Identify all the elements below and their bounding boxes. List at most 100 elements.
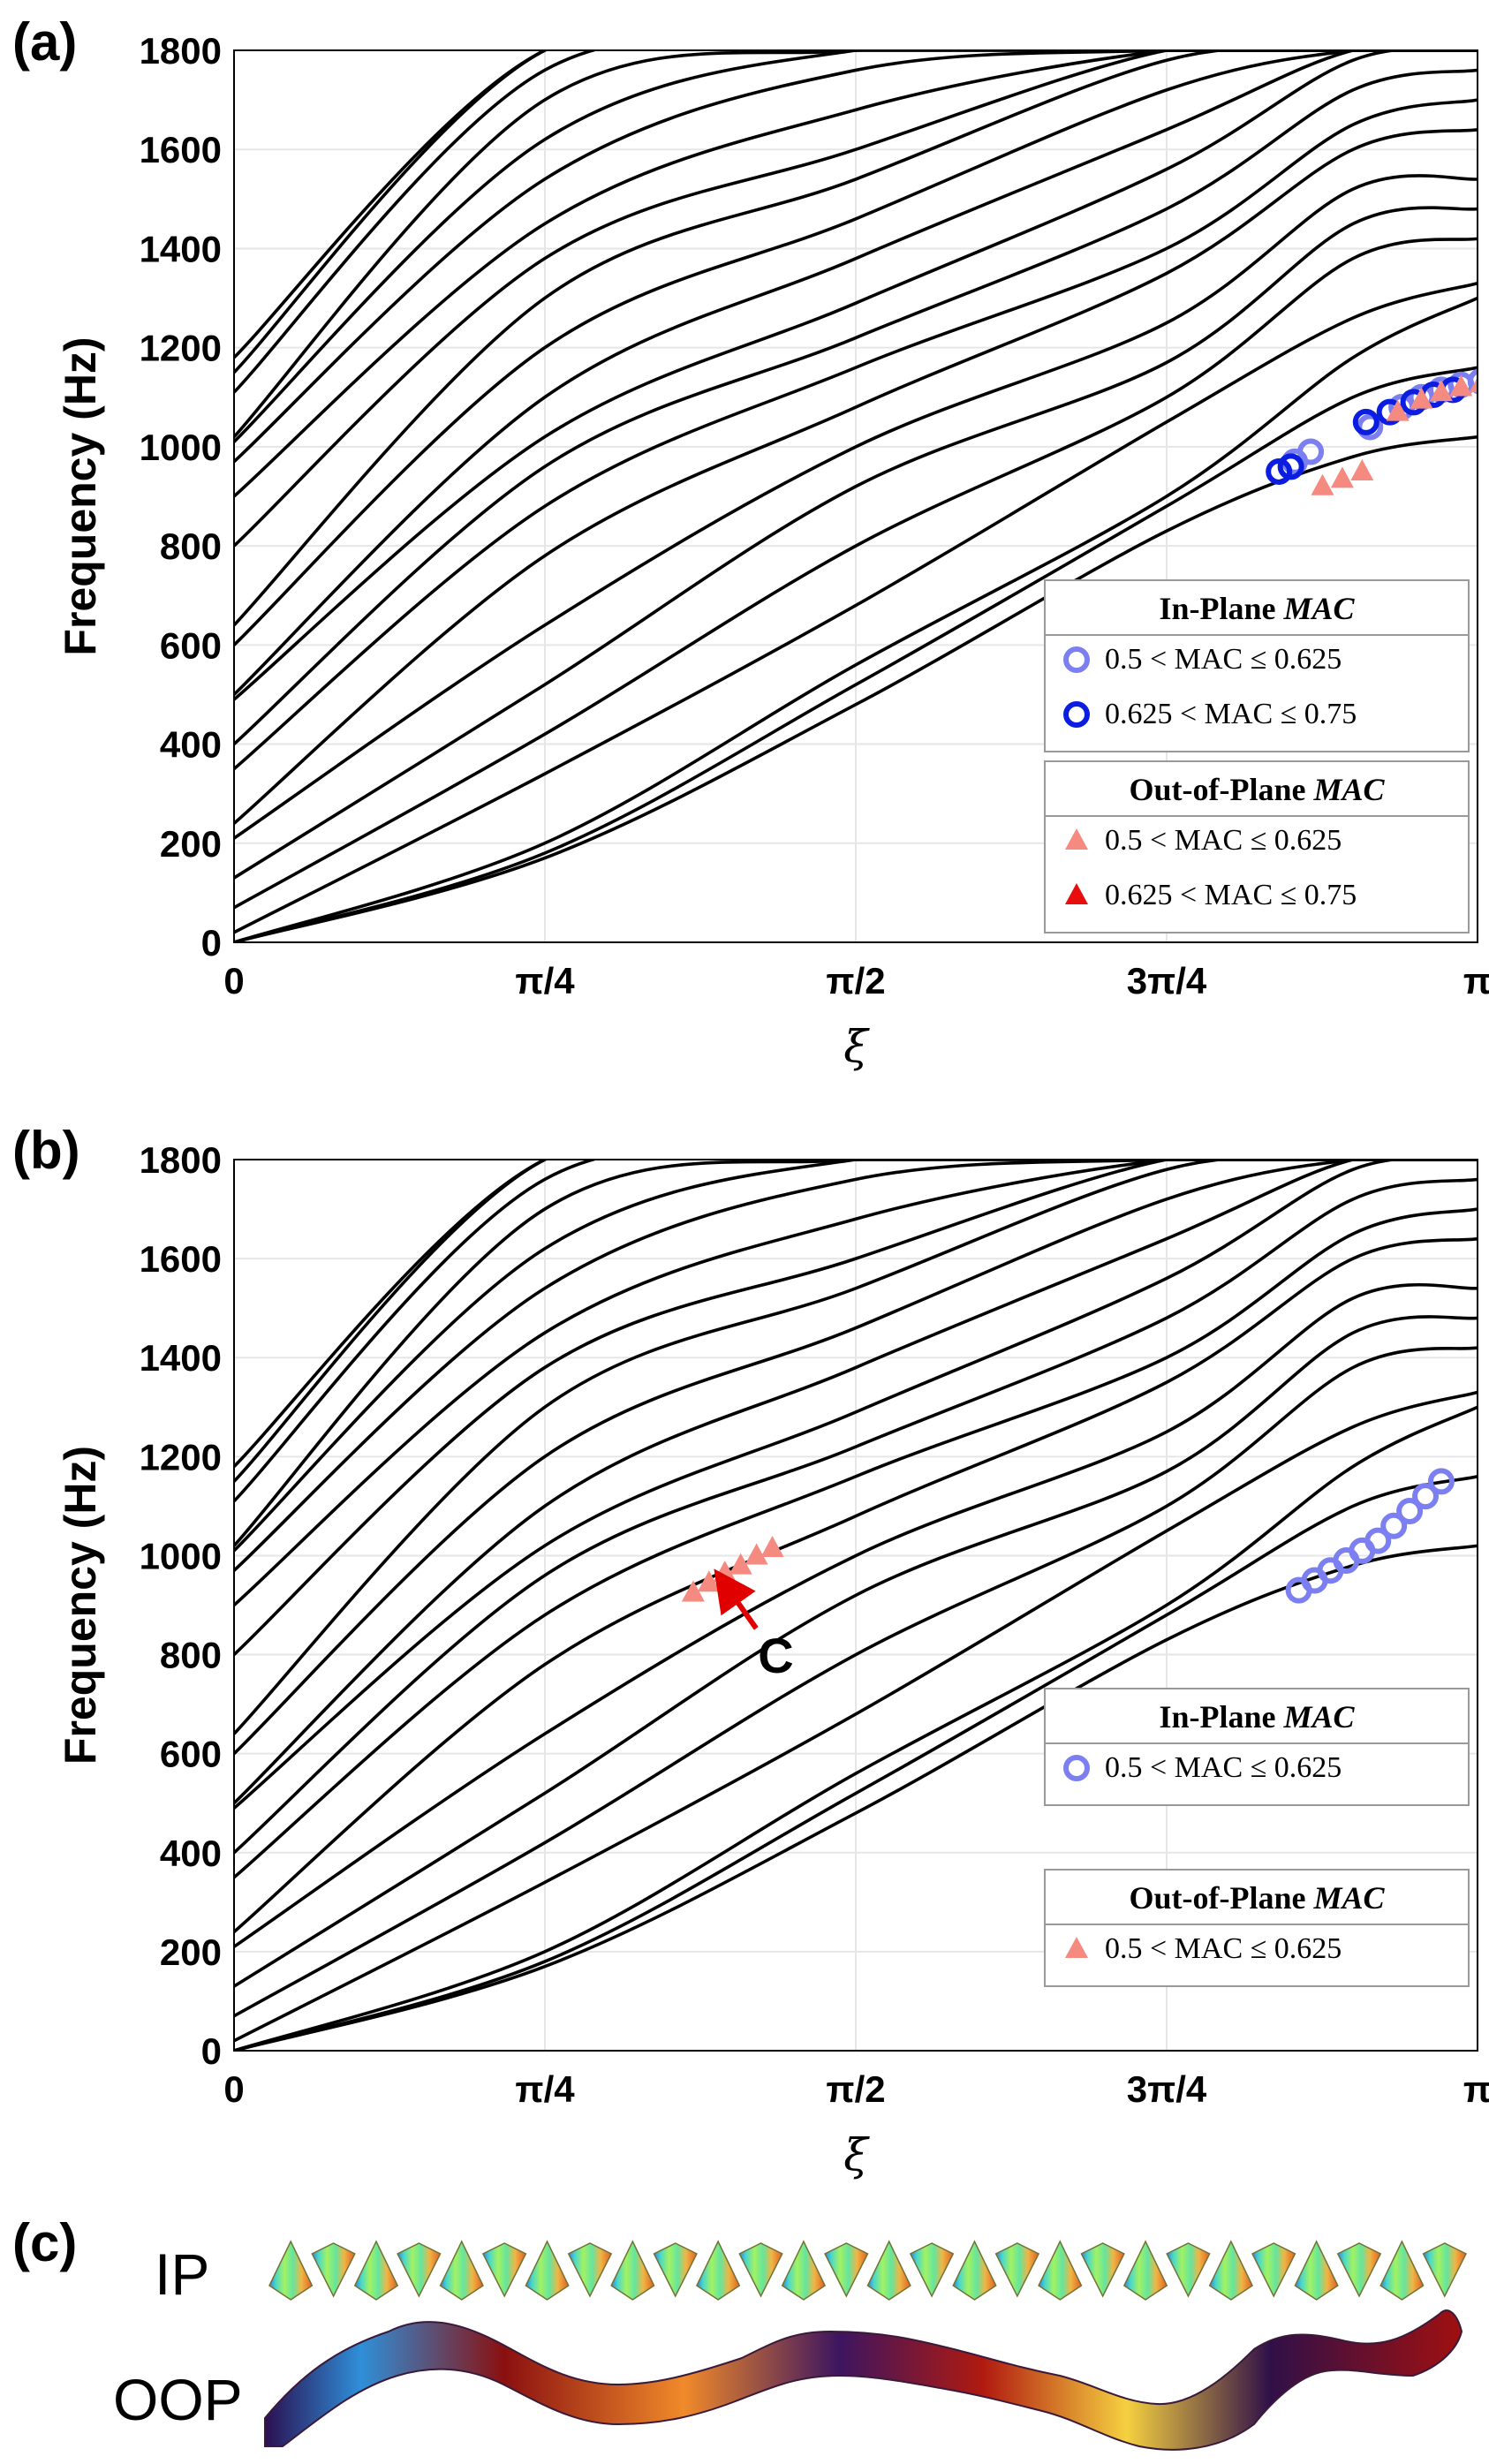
y-tick-label: 0 [201, 2030, 222, 2072]
ip-marker [1427, 1468, 1455, 1495]
oop-marker [1311, 473, 1334, 495]
curve-acoustic-3 [234, 1405, 1478, 2051]
legend-title-text: In-Plane [1159, 591, 1283, 626]
y-tick-label: 1400 [140, 228, 222, 269]
curve-branch-17 [234, 1160, 1478, 1572]
ip-marker [1364, 1527, 1392, 1554]
curve-branch-15 [234, 50, 1478, 548]
x-tick-label: π/4 [515, 2068, 575, 2110]
curve-branch-10 [234, 68, 1478, 745]
ip-shape-segment [1294, 2240, 1339, 2301]
curve-branch-21 [234, 1160, 1478, 1483]
curve-branch-16 [234, 1160, 1478, 1606]
legend-entry: 0.5 < MAC ≤ 0.625 [1105, 1932, 1342, 1965]
legend-title: In-Plane MAC [1159, 1699, 1355, 1735]
ip-shape-segment [397, 2242, 442, 2298]
legend-oop-marker [1065, 883, 1088, 904]
ip-shape-segment [353, 2240, 399, 2301]
y-tick-label: 600 [160, 1734, 222, 1775]
ip-mode-shape [268, 2240, 1468, 2301]
ip-shape-segment [1208, 2240, 1254, 2301]
curve-branch-20 [234, 1160, 1478, 1503]
ip-marker [1467, 368, 1478, 395]
curve-acoustic-2 [234, 1475, 1478, 2051]
curve-branch-6 [234, 206, 1478, 880]
oop-marker [1469, 377, 1478, 393]
oop-marker [744, 1543, 768, 1565]
oop-marker [1386, 399, 1410, 421]
curve-branch-15 [234, 1160, 1478, 1656]
y-tick-label: 800 [160, 1635, 222, 1676]
ip-shape-segment [909, 2242, 955, 2298]
ip-shape-segment [952, 2240, 997, 2301]
ip-shape-segment [1336, 2242, 1382, 2298]
legend-ip-marker [1063, 646, 1090, 673]
ip-shape-segment [1122, 2240, 1168, 2301]
y-tick-label: 0 [201, 922, 222, 964]
curve-acoustic-3 [234, 296, 1478, 942]
ip-marker [1297, 438, 1325, 465]
x-axis-title: ξ [843, 2129, 870, 2181]
curve-branch-11 [234, 50, 1478, 701]
y-tick-label: 200 [160, 1931, 222, 1973]
axes-frame [233, 49, 1478, 943]
x-tick-label: π/4 [515, 960, 575, 1001]
panel-label-a: (a) [12, 12, 77, 72]
legend-title-suffix: MAC [1282, 1699, 1355, 1735]
oop-marker [1429, 380, 1453, 402]
legend-title: Out-of-Plane MAC [1129, 1880, 1385, 1916]
curve-acoustic-2 [234, 366, 1478, 942]
curve-branch-5 [234, 237, 1478, 910]
ip-shape-segment [695, 2240, 741, 2301]
ip-shape-segment [311, 2242, 356, 2298]
y-tick-label: 400 [160, 1833, 222, 1874]
chart-a: 0 200 400 600 800 1000 1200 1400 1600 1800 0 π/4 π/2… [56, 30, 1489, 1072]
legend-entry: 0.5 < MAC ≤ 0.625 [1105, 824, 1342, 857]
ip-shape-segment [738, 2242, 783, 2298]
oop-marker [681, 1580, 705, 1602]
curve-acoustic-4 [234, 281, 1478, 934]
x-tick-label: π [1463, 2068, 1489, 2110]
ip-shape-segment [781, 2240, 827, 2301]
oop-mode-shape [264, 2309, 1463, 2451]
annotation-label: C [758, 1628, 793, 1683]
curve-branch-5 [234, 1346, 1478, 2018]
curve-branch-22 [234, 50, 1478, 359]
x-tick-label: 3π/4 [1127, 2068, 1207, 2110]
curve-branch-13 [234, 1160, 1478, 1755]
ip-shape-segment [481, 2242, 527, 2298]
y-axis-title: Frequency (Hz) [56, 336, 105, 655]
oop-marker [1330, 466, 1354, 488]
ip-marker [1396, 1497, 1424, 1524]
oop-marker [1449, 374, 1473, 397]
curve-branch-8 [234, 1236, 1478, 1933]
y-tick-label: 1000 [140, 427, 222, 468]
legend-oop-marker [1065, 1937, 1088, 1958]
y-tick-label: 1400 [140, 1337, 222, 1379]
legend-box [1044, 579, 1470, 752]
x-axis-title: ξ [843, 1021, 870, 1072]
y-tick-label: 1600 [140, 129, 222, 170]
ip-shape-segment [439, 2240, 484, 2301]
ip-shape-segment [525, 2240, 570, 2301]
curve-branch-13 [234, 50, 1478, 646]
legend-entry: 0.5 < MAC ≤ 0.625 [1105, 643, 1342, 676]
legend-title-text: Out-of-Plane [1129, 1880, 1313, 1916]
legend-entry: 0.625 < MAC ≤ 0.75 [1105, 879, 1357, 911]
legend-title-text: Out-of-Plane [1129, 772, 1313, 807]
mac-markers [1266, 368, 1478, 495]
oop-marker [760, 1536, 784, 1558]
legend-box [1044, 1688, 1470, 1806]
legend-title-suffix: MAC [1312, 1880, 1385, 1916]
ip-shape-segment [1251, 2242, 1296, 2298]
curve-branch-18 [234, 1160, 1478, 1553]
curve-branch-20 [234, 50, 1478, 394]
legend-title: Out-of-Plane MAC [1129, 772, 1385, 807]
ip-shape-segment [1038, 2240, 1083, 2301]
curve-branch-9 [234, 98, 1478, 770]
chart-b: 0 200 400 600 800 1000 1200 1400 1600 1800 0 π/4 π/2… [56, 1139, 1489, 2181]
legend-box [1044, 760, 1470, 933]
x-tick-label: 3π/4 [1127, 960, 1207, 1001]
y-tick-label: 800 [160, 525, 222, 567]
curve-branch-19 [234, 1160, 1478, 1547]
